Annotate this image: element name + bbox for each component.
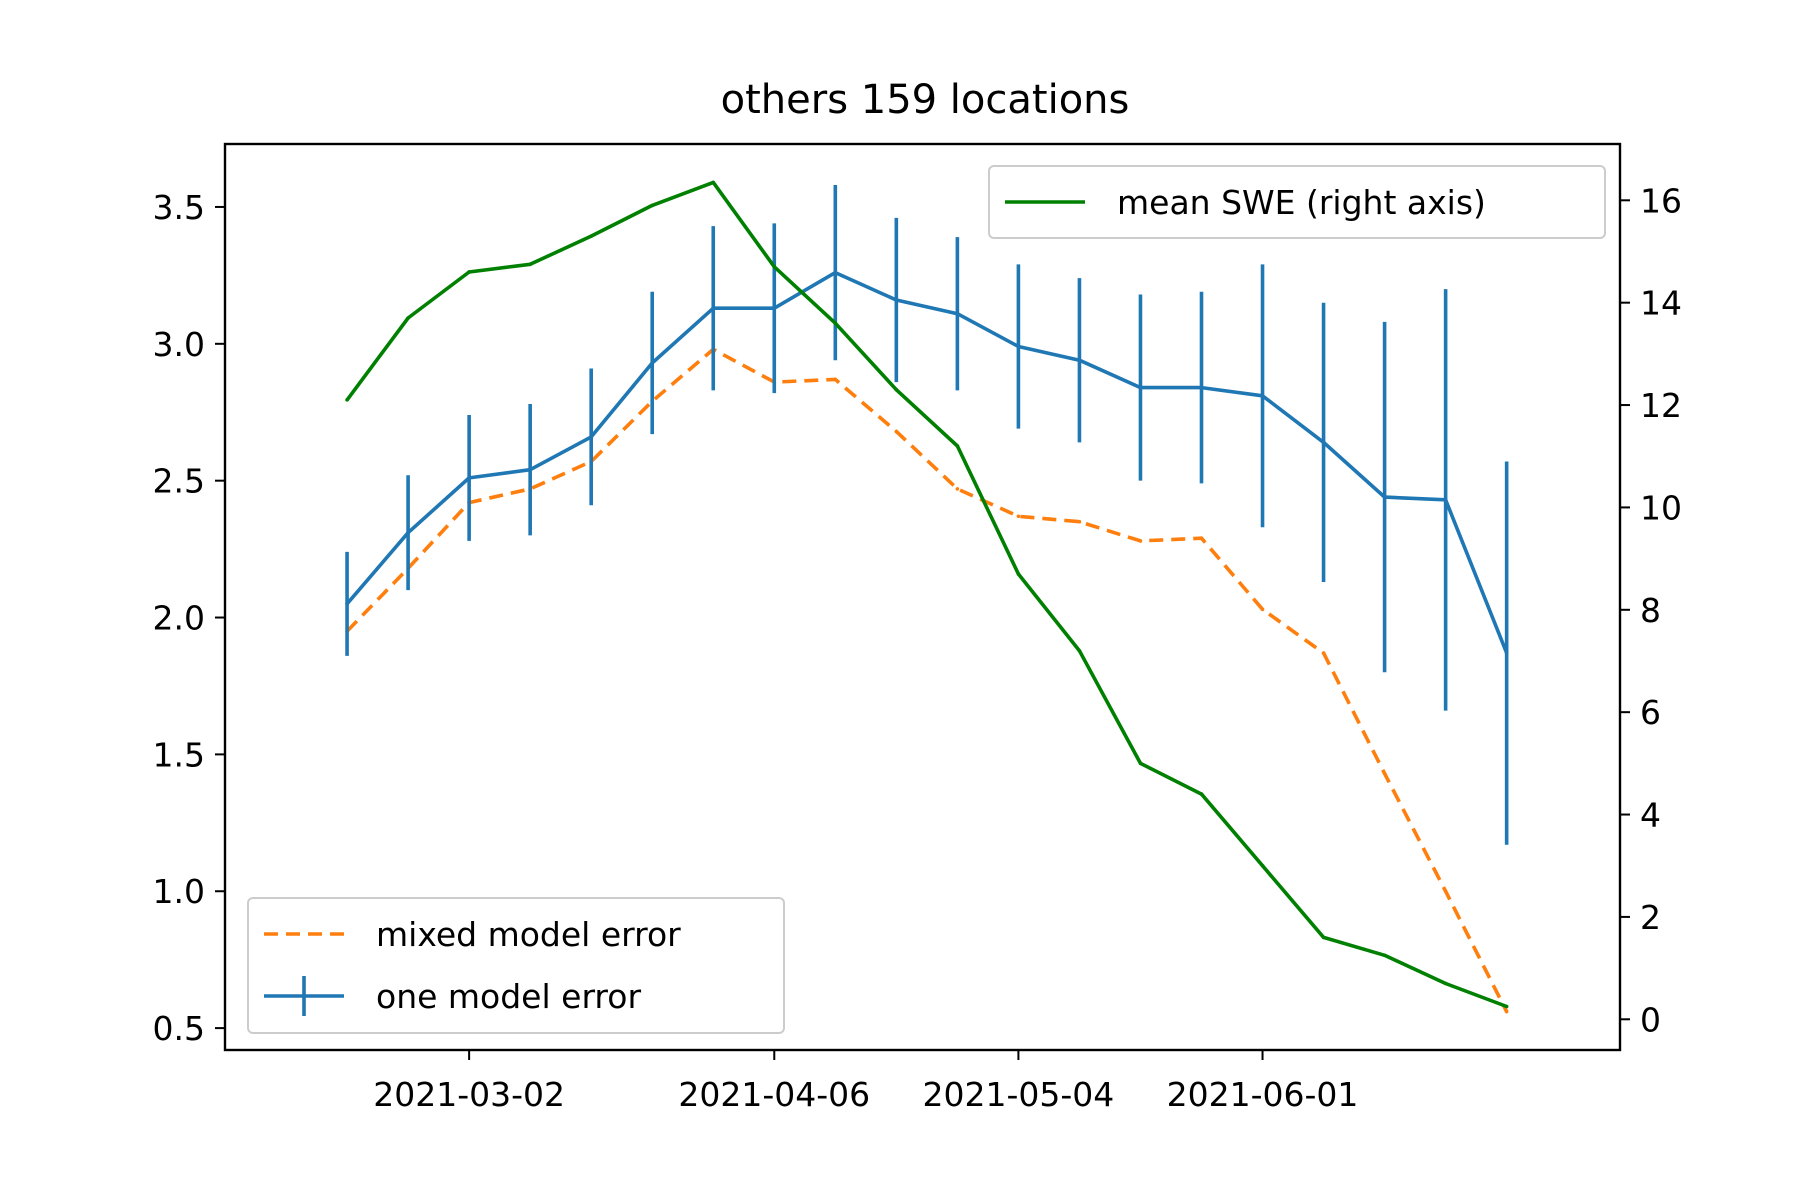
data-point xyxy=(1321,651,1326,655)
data-point xyxy=(1199,792,1204,796)
data-point xyxy=(1443,981,1448,986)
data-point xyxy=(1077,358,1082,363)
legend-box xyxy=(988,165,1606,239)
y2-tick-label: 2 xyxy=(1640,898,1661,937)
data-point xyxy=(1504,1004,1509,1009)
y-tick-label: 0.5 xyxy=(153,1009,205,1048)
data-point xyxy=(1260,607,1265,612)
data-point xyxy=(1443,889,1448,894)
data-point xyxy=(1443,498,1448,502)
legend-label: mean SWE (right axis) xyxy=(1117,183,1486,222)
series-mean xyxy=(345,180,1509,1009)
x-tick-label: 2021-05-04 xyxy=(923,1075,1115,1114)
y2-tick-label: 12 xyxy=(1640,386,1682,425)
data-point xyxy=(1260,394,1265,398)
data-point xyxy=(1199,536,1204,540)
data-point xyxy=(894,298,899,302)
data-point xyxy=(894,387,899,392)
data-point xyxy=(1321,440,1326,445)
y-tick-label: 2.5 xyxy=(153,462,205,501)
data-point xyxy=(406,316,410,320)
y-tick-label: 1.0 xyxy=(153,872,205,911)
data-point xyxy=(1016,572,1021,576)
data-point xyxy=(772,265,777,269)
y2-tick-label: 4 xyxy=(1640,796,1661,835)
x-tick-label: 2021-06-01 xyxy=(1167,1075,1359,1114)
legend-lower-left: mixed model error one model error xyxy=(247,897,785,1034)
data-point xyxy=(467,270,471,274)
series-line xyxy=(345,180,1508,1009)
chart-title: others 159 locations xyxy=(721,77,1130,123)
data-point xyxy=(711,306,716,311)
data-point xyxy=(650,361,655,365)
data-point xyxy=(1016,344,1021,349)
x-tick-label: 2021-04-06 xyxy=(678,1075,870,1114)
data-point xyxy=(833,321,838,325)
data-point xyxy=(1382,771,1387,776)
data-point xyxy=(467,476,471,480)
data-point xyxy=(528,262,532,267)
legend-box xyxy=(247,897,785,1034)
data-point xyxy=(1382,495,1387,499)
y2-tick-label: 0 xyxy=(1640,1000,1661,1039)
legend-label: mixed model error xyxy=(376,915,681,954)
data-point xyxy=(650,203,655,208)
data-point xyxy=(1138,385,1143,390)
x-axis: 2021-03-02 2021-04-06 2021-05-04 2021-06-01 xyxy=(373,1050,1358,1114)
data-point xyxy=(1504,1009,1509,1014)
data-point xyxy=(1138,761,1143,766)
data-point xyxy=(528,467,532,472)
data-point xyxy=(589,435,593,439)
data-point xyxy=(1077,519,1082,524)
series-line xyxy=(345,347,1509,1013)
y2-tick-label: 14 xyxy=(1640,284,1682,323)
data-point xyxy=(1321,935,1326,940)
series-one xyxy=(345,185,1509,845)
y2-tick-label: 10 xyxy=(1640,488,1682,527)
data-point xyxy=(833,377,838,382)
data-point xyxy=(711,180,716,185)
data-point xyxy=(1260,863,1265,868)
data-point xyxy=(1077,648,1082,653)
right-y-axis: 0 2 4 6 8 10 12 14 16 xyxy=(1620,181,1682,1039)
y-tick-label: 2.0 xyxy=(153,599,205,638)
y-tick-label: 1.5 xyxy=(153,735,205,774)
data-point xyxy=(772,306,777,311)
data-point xyxy=(406,530,410,535)
data-point xyxy=(955,444,960,448)
data-point xyxy=(833,270,838,275)
data-point xyxy=(1199,385,1204,390)
data-point xyxy=(894,429,899,434)
data-point xyxy=(1382,953,1387,958)
data-point xyxy=(589,234,593,238)
data-point xyxy=(955,487,960,491)
data-point xyxy=(1504,651,1509,655)
y-tick-label: 3.5 xyxy=(153,188,205,227)
plot-frame xyxy=(223,142,1622,1052)
series-layer xyxy=(345,180,1509,1014)
data-point xyxy=(345,602,349,606)
series-line xyxy=(345,270,1509,654)
left-y-axis: 0.5 1.0 1.5 2.0 2.5 3.0 3.5 xyxy=(153,188,225,1048)
x-tick-label: 2021-03-02 xyxy=(373,1075,565,1114)
y-tick-label: 3.0 xyxy=(153,325,205,364)
data-point xyxy=(345,398,349,402)
data-point xyxy=(1016,514,1021,519)
y2-tick-label: 16 xyxy=(1640,181,1682,220)
legend-label: one model error xyxy=(376,977,641,1016)
y2-tick-label: 8 xyxy=(1640,591,1661,630)
legend-upper-right: mean SWE (right axis) xyxy=(988,165,1606,239)
y2-tick-label: 6 xyxy=(1640,693,1661,732)
data-point xyxy=(955,311,960,316)
data-point xyxy=(1138,539,1143,543)
